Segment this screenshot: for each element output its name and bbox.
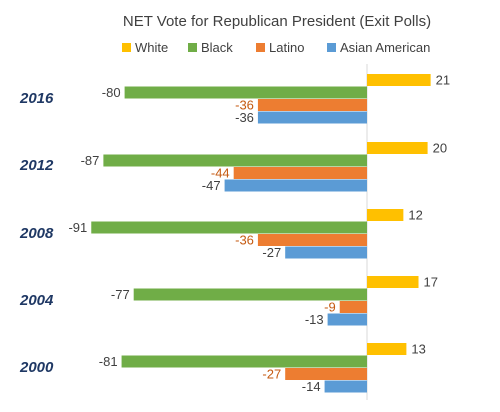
bar-white-2000 bbox=[367, 343, 407, 355]
data-label-white-2016: 21 bbox=[436, 73, 450, 88]
data-labels: 21-80-36-3620-87-44-4712-91-36-2717-77-9… bbox=[68, 73, 450, 395]
chart-title: NET Vote for Republican President (Exit … bbox=[123, 13, 431, 30]
data-label-asian-american-2000: -14 bbox=[302, 379, 321, 394]
bar-white-2004 bbox=[367, 276, 419, 288]
bar-black-2016 bbox=[124, 86, 367, 99]
data-label-black-2000: -81 bbox=[99, 354, 118, 369]
bar-black-2012 bbox=[103, 154, 367, 167]
bar-white-2008 bbox=[367, 209, 404, 221]
category-label-2012: 2012 bbox=[19, 157, 54, 174]
legend-label-white: White bbox=[135, 40, 168, 55]
bar-asian-american-2012 bbox=[224, 179, 367, 192]
data-label-asian-american-2004: -13 bbox=[305, 312, 324, 327]
category-labels: 2016 2012 2008 2004 2000 bbox=[19, 90, 54, 376]
data-label-asian-american-2008: -27 bbox=[262, 245, 281, 260]
bar-latino-2012 bbox=[233, 167, 367, 179]
data-label-asian-american-2012: -47 bbox=[202, 178, 221, 193]
bar-asian-american-2016 bbox=[257, 111, 367, 124]
data-label-latino-2016: -36 bbox=[235, 98, 254, 113]
data-label-asian-american-2016: -36 bbox=[235, 110, 254, 125]
legend-swatch-black bbox=[188, 43, 197, 52]
data-label-black-2016: -80 bbox=[102, 85, 121, 100]
bar-latino-2000 bbox=[285, 368, 367, 380]
legend-swatch-white bbox=[122, 43, 131, 52]
bar-asian-american-2000 bbox=[324, 380, 367, 393]
bars bbox=[91, 74, 431, 393]
legend-label-asian-american: Asian American bbox=[340, 40, 430, 55]
legend-swatch-asian-american bbox=[327, 43, 336, 52]
data-label-white-2000: 13 bbox=[411, 342, 425, 357]
category-label-2016: 2016 bbox=[19, 90, 54, 107]
legend: White Black Latino Asian American bbox=[122, 40, 430, 55]
data-label-black-2008: -91 bbox=[68, 220, 87, 235]
bar-white-2012 bbox=[367, 142, 428, 154]
data-label-black-2004: -77 bbox=[111, 287, 130, 302]
bar-black-2008 bbox=[91, 221, 368, 234]
legend-label-black: Black bbox=[201, 40, 233, 55]
bar-asian-american-2008 bbox=[285, 246, 367, 259]
data-label-latino-2012: -44 bbox=[211, 166, 230, 181]
legend-swatch-latino bbox=[256, 43, 265, 52]
data-label-latino-2000: -27 bbox=[262, 367, 281, 382]
category-label-2004: 2004 bbox=[19, 292, 54, 309]
data-label-white-2008: 12 bbox=[408, 208, 422, 223]
data-label-latino-2004: -9 bbox=[324, 300, 336, 315]
data-label-white-2004: 17 bbox=[424, 275, 438, 290]
data-label-latino-2008: -36 bbox=[235, 233, 254, 248]
bar-latino-2008 bbox=[257, 234, 367, 246]
bar-latino-2016 bbox=[257, 99, 367, 111]
data-label-white-2012: 20 bbox=[433, 141, 447, 156]
bar-white-2016 bbox=[367, 74, 431, 86]
data-label-black-2012: -87 bbox=[81, 153, 100, 168]
bar-latino-2004 bbox=[339, 301, 367, 313]
category-label-2000: 2000 bbox=[19, 359, 54, 376]
bar-black-2000 bbox=[121, 355, 367, 368]
legend-label-latino: Latino bbox=[269, 40, 304, 55]
bar-black-2004 bbox=[133, 288, 367, 301]
category-label-2008: 2008 bbox=[19, 225, 54, 242]
bar-asian-american-2004 bbox=[327, 313, 367, 326]
